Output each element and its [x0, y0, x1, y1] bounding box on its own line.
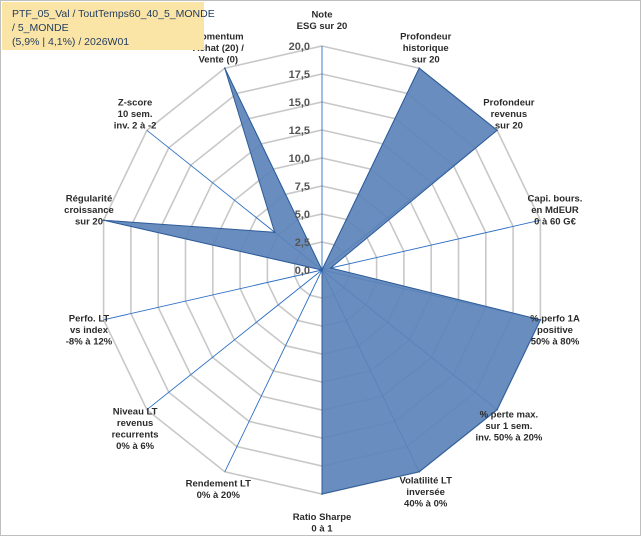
category-label-1: Profondeur historique sur 20	[400, 31, 451, 65]
chart-title-box: PTF_05_Val / ToutTemps60_40_5_MONDE / 5_…	[2, 2, 215, 50]
data-point-2	[496, 129, 498, 132]
radial-axis-ticks: 0,0 2,5 5,0 7,5 10,0 12,5 15,0 17,5 20,0	[289, 41, 310, 277]
data-point-12	[273, 231, 276, 234]
category-label-13: Momentum Achat (20) / Vente (0)	[193, 31, 245, 65]
data-point-7	[321, 493, 323, 495]
category-label-0: Note ESG sur 20	[297, 10, 348, 33]
category-label-7: Ratio Sharpe 0 à 1	[293, 512, 352, 535]
category-label-9: Niveau LT revenus recurrents 0% à 6%	[112, 406, 159, 452]
data-point-5	[496, 408, 498, 411]
spoke-9	[146, 269, 323, 411]
chart-title-line-1: PTF_05_Val / ToutTemps60_40_5_MONDE	[12, 8, 215, 20]
chart-title-line-2: / 5_MONDE	[12, 22, 69, 34]
category-label-12: Z-score 10 sem. inv. 2 à -2	[114, 98, 157, 132]
tick-label-7: 17,5	[289, 69, 310, 81]
category-label-3: Capi. bours. en MdEUR 0 à 60 G€	[528, 194, 583, 228]
category-label-6: Volatilité LT inversée 40% à 0%	[399, 476, 452, 510]
data-point-4	[539, 319, 542, 321]
category-label-8: Rendement LT 0% à 20%	[186, 479, 251, 502]
category-label-5: % perte max. sur 1 sem. inv. 50% à 20%	[475, 409, 542, 443]
category-label-2: Profondeur revenus sur 20	[483, 98, 534, 132]
spoke-3	[321, 219, 541, 271]
data-point-6	[418, 471, 421, 473]
data-point-1	[418, 67, 421, 69]
data-point-13	[224, 67, 226, 69]
tick-label-2: 5,0	[295, 209, 310, 221]
tick-label-8: 20,0	[289, 41, 310, 53]
tick-label-1: 2,5	[295, 237, 310, 249]
category-label-10: Perfo. LT vs index -8% à 12%	[66, 313, 113, 347]
tick-label-3: 7,5	[295, 181, 310, 193]
spoke-8	[224, 269, 323, 472]
chart-title-line-3: (5,9% | 4,1%) / 2026W01	[12, 36, 130, 48]
category-label-11: Régularité croissance sur 20	[64, 194, 114, 228]
tick-label-4: 10,0	[289, 153, 310, 165]
category-label-4: % perfo 1A positive 50% à 80%	[530, 313, 580, 347]
tick-label-5: 12,5	[289, 125, 310, 137]
tick-label-0: 0,0	[295, 265, 310, 277]
spoke-10	[103, 269, 323, 321]
category-labels: Note ESG sur 20 Profondeur historique sur 20…	[64, 10, 582, 535]
data-point-10	[321, 269, 323, 271]
tick-label-6: 15,0	[289, 97, 310, 109]
data-point-3	[329, 267, 332, 269]
radar-series	[102, 67, 542, 495]
data-point-11	[102, 219, 105, 221]
